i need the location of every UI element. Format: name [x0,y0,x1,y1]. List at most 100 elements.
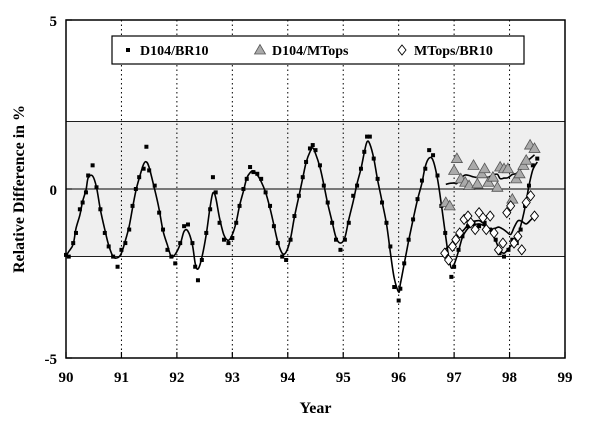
square-point [380,200,385,205]
diamond-point [509,237,519,249]
square-point [123,241,128,246]
square-point [506,247,511,252]
x-tick-label: 98 [502,370,517,386]
square-point [94,185,99,190]
square-point [111,254,116,259]
diamond-point [447,240,458,253]
square-point [313,148,318,153]
square-point [300,175,305,180]
square-point [465,224,470,229]
square-point [90,163,95,168]
x-tick-label: 91 [114,370,129,386]
square-point [210,175,215,180]
square-point [317,163,322,168]
square-point [423,166,428,171]
square-point [493,237,498,242]
diamond-point [455,227,465,239]
square-point [66,254,71,259]
triangle-point [478,162,491,174]
series-2 [439,138,541,211]
square-point [384,220,389,225]
diamond-point [502,206,512,219]
square-point [367,134,372,139]
square-point [204,230,209,235]
square-point [375,176,380,181]
diamond-point [440,247,450,259]
square-point [392,285,397,290]
square-point [452,264,457,269]
square-point [530,163,535,168]
square-point [161,227,166,232]
square-point [396,298,401,303]
triangle-point [501,162,515,174]
y-tick-label: 5 [50,14,58,30]
x-axis-title: Year [300,400,332,417]
square-point [334,237,339,242]
square-point [398,286,403,291]
square-point [83,190,88,195]
square-point [268,203,273,208]
square-point [71,241,76,246]
triangle-legend-marker [253,43,267,55]
square-point [185,222,190,227]
square-point [255,171,260,176]
y-axis-title: Relative Difference in % [11,105,28,273]
x-tick-label: 96 [391,370,407,386]
square-point [234,220,239,225]
square-point [346,220,351,225]
square-point [193,264,198,269]
square-point [244,176,249,181]
square-point [237,203,242,208]
grid [66,20,565,358]
triangle-point [471,177,484,189]
square-point [435,173,440,178]
triangle-point [528,142,541,153]
square-point [526,183,531,188]
square-point [482,220,487,225]
diamond-point [443,254,454,266]
triangle-point [491,181,504,192]
square-point [73,230,78,235]
legend-item: D104/BR10 [126,44,208,59]
square-point [460,234,465,239]
square-point [358,166,363,171]
triangle-point [486,170,500,182]
square-point [230,236,235,241]
square-point [141,166,146,171]
square-point [456,247,461,252]
square-point [80,200,85,205]
diamond-legend-marker [397,44,407,56]
square-point [406,237,411,242]
legend-label: D104/MTops [272,44,349,59]
square-point [190,241,195,246]
diamond-point [517,244,527,256]
x-tick-label: 92 [169,370,184,386]
diamond-point [470,223,480,236]
square-point [304,159,309,164]
square-point [173,261,178,266]
square-point [307,146,312,151]
square-point [402,261,407,266]
legend-label: D104/BR10 [140,44,208,59]
square-point [169,254,174,259]
square-point [284,257,289,262]
square-point [130,203,135,208]
square-point [419,178,424,183]
square-point [321,183,326,188]
x-tick-label: 97 [447,370,463,386]
square-legend-marker [126,48,130,52]
triangle-point [467,159,480,170]
square-point [325,200,330,205]
data-marks [64,134,541,303]
square-point [259,176,264,181]
square-point [152,183,157,188]
square-point [362,149,367,154]
square-point [535,156,540,161]
square-point [102,230,107,235]
square-point [147,168,152,173]
square-point [310,143,315,148]
square-point [427,148,432,153]
series-3 [440,190,540,266]
square-point [182,224,187,229]
